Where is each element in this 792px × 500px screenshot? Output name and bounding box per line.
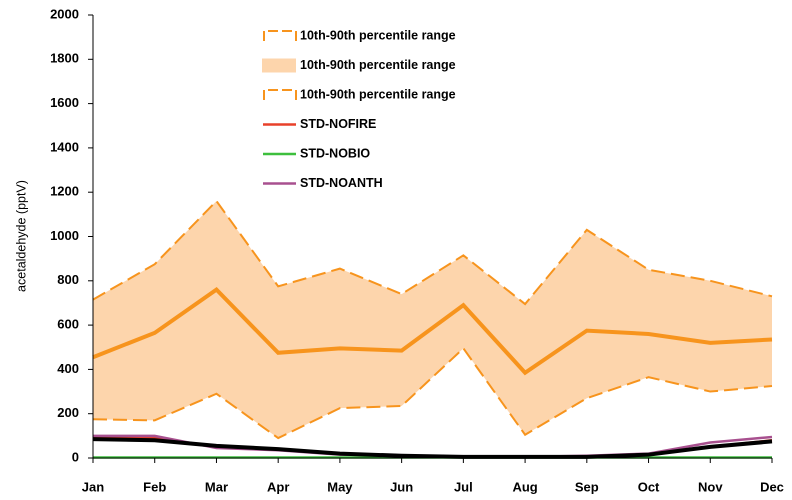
- x-tick-label: Nov: [698, 479, 723, 494]
- y-tick-label: 600: [57, 317, 79, 332]
- y-tick-label: 0: [72, 449, 79, 464]
- x-tick-label: Aug: [512, 479, 537, 494]
- y-axis-label: acetaldehyde (pptV): [14, 180, 28, 292]
- y-tick-label: 1600: [50, 95, 79, 110]
- x-tick-label: Mar: [205, 479, 228, 494]
- x-tick-label: Dec: [760, 479, 784, 494]
- x-tick-label: Jan: [82, 479, 104, 494]
- legend-swatch: [262, 58, 296, 73]
- y-tick-label: 1000: [50, 228, 79, 243]
- y-tick-label: 200: [57, 405, 79, 420]
- y-tick-label: 800: [57, 272, 79, 287]
- x-tick-label: Apr: [267, 479, 289, 494]
- y-tick-label: 400: [57, 361, 79, 376]
- x-tick-label: Jun: [390, 479, 413, 494]
- y-tick-label: 1800: [50, 51, 79, 66]
- series-line: [92, 437, 773, 459]
- legend-swatch: [263, 30, 297, 41]
- series-line: [92, 199, 773, 306]
- x-tick-label: Oct: [638, 479, 660, 494]
- legend-label: 10th-90th percentile range: [300, 87, 456, 101]
- x-tick-label: Sep: [575, 479, 599, 494]
- legend-label: 10th-90th percentile range: [300, 58, 456, 72]
- x-tick-label: Feb: [143, 479, 166, 494]
- y-tick-label: 1400: [50, 139, 79, 154]
- y-tick-label: 2000: [50, 6, 79, 21]
- percentile-band: [93, 201, 772, 439]
- legend-label: STD-NOANTH: [300, 176, 383, 190]
- legend-label: STD-NOBIO: [300, 146, 370, 160]
- y-tick-label: 1200: [50, 184, 79, 199]
- series-line: [92, 287, 773, 376]
- legend-label: 10th-90th percentile range: [300, 28, 456, 42]
- series-line: [92, 346, 773, 440]
- legend-swatch: [263, 89, 297, 100]
- legend-label: STD-NOFIRE: [300, 117, 376, 131]
- x-tick-label: Jul: [454, 479, 473, 494]
- x-tick-label: May: [327, 479, 353, 494]
